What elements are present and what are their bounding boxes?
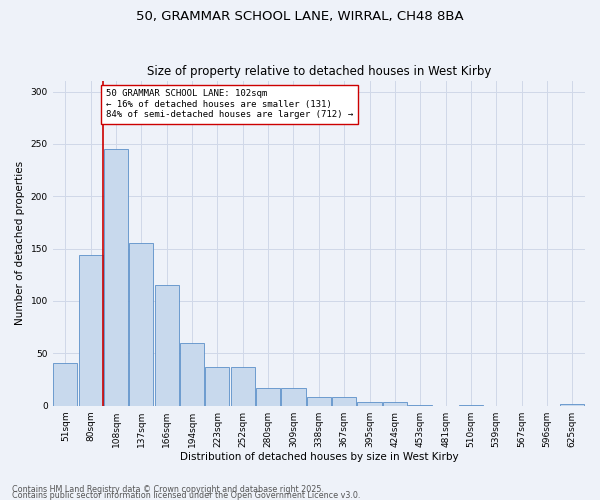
Bar bbox=[79, 255, 103, 406]
Bar bbox=[281, 388, 305, 406]
Bar bbox=[205, 367, 229, 406]
Title: Size of property relative to detached houses in West Kirby: Size of property relative to detached ho… bbox=[146, 66, 491, 78]
Bar bbox=[408, 404, 432, 406]
Bar bbox=[231, 367, 255, 406]
Text: 50, GRAMMAR SCHOOL LANE, WIRRAL, CH48 8BA: 50, GRAMMAR SCHOOL LANE, WIRRAL, CH48 8B… bbox=[136, 10, 464, 23]
Bar bbox=[155, 286, 179, 406]
Bar bbox=[358, 402, 382, 406]
Bar bbox=[180, 343, 204, 406]
Text: Contains HM Land Registry data © Crown copyright and database right 2025.: Contains HM Land Registry data © Crown c… bbox=[12, 485, 324, 494]
X-axis label: Distribution of detached houses by size in West Kirby: Distribution of detached houses by size … bbox=[179, 452, 458, 462]
Bar bbox=[383, 402, 407, 406]
Bar bbox=[332, 398, 356, 406]
Text: 50 GRAMMAR SCHOOL LANE: 102sqm
← 16% of detached houses are smaller (131)
84% of: 50 GRAMMAR SCHOOL LANE: 102sqm ← 16% of … bbox=[106, 90, 353, 119]
Bar bbox=[256, 388, 280, 406]
Y-axis label: Number of detached properties: Number of detached properties bbox=[15, 162, 25, 326]
Bar bbox=[307, 398, 331, 406]
Bar bbox=[104, 149, 128, 406]
Bar bbox=[560, 404, 584, 406]
Bar bbox=[459, 404, 483, 406]
Bar bbox=[53, 363, 77, 406]
Bar bbox=[130, 244, 154, 406]
Text: Contains public sector information licensed under the Open Government Licence v3: Contains public sector information licen… bbox=[12, 490, 361, 500]
